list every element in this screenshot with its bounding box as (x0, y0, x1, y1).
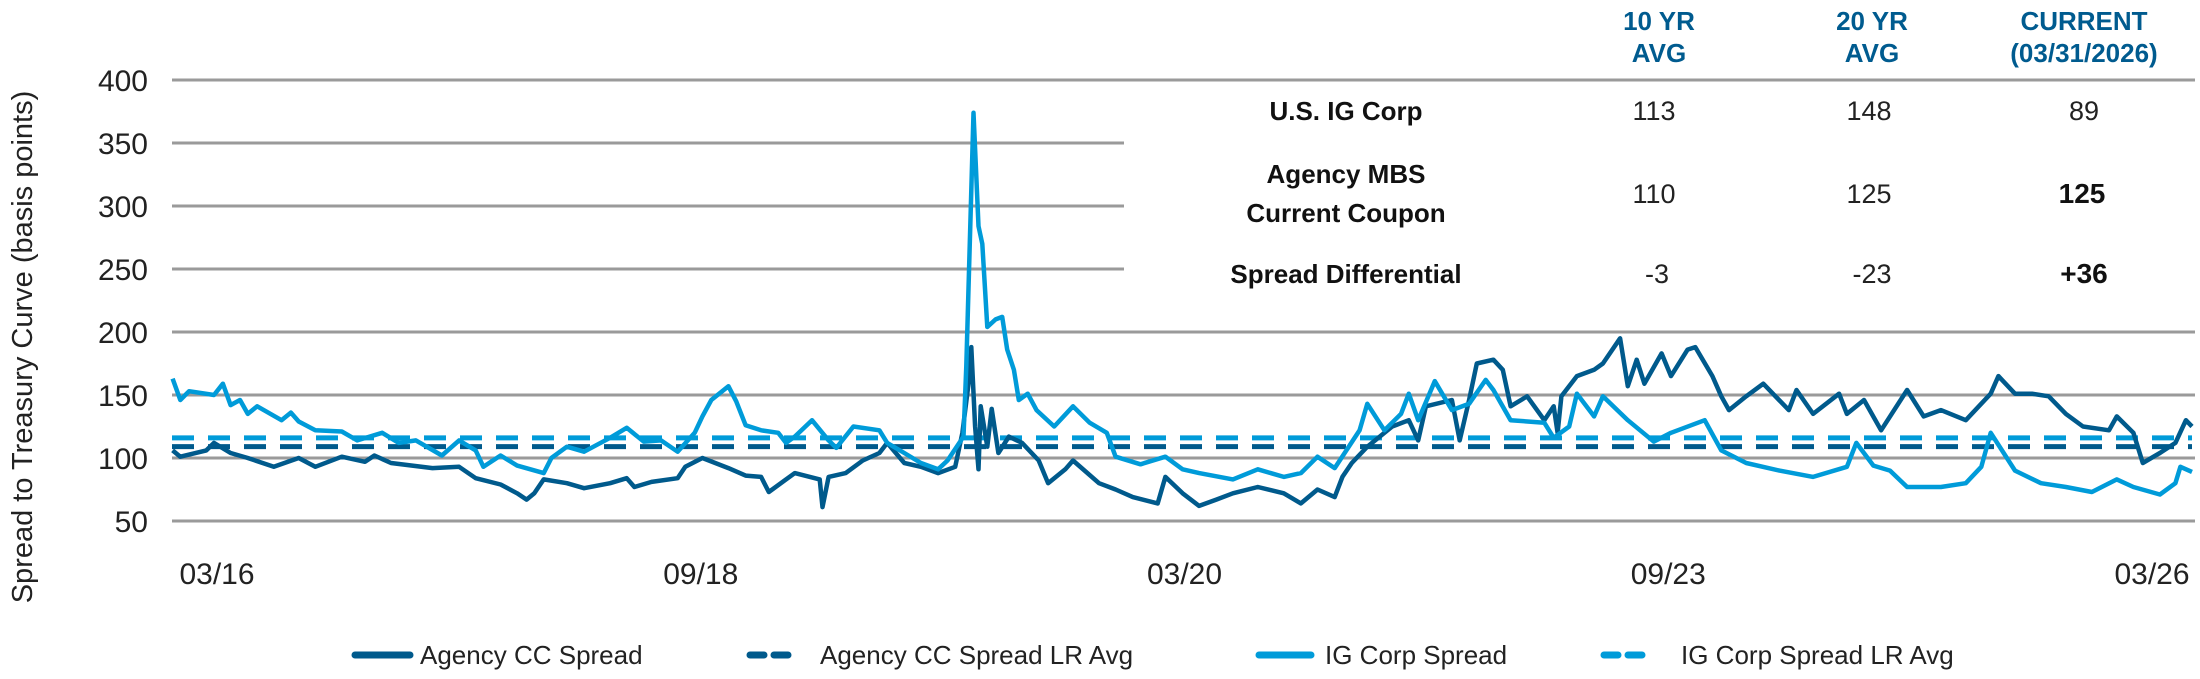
x-tick-label: 03/26 (2114, 558, 2189, 591)
y-tick-label: 150 (98, 380, 148, 413)
row-value-10yr: 113 (1632, 96, 1675, 126)
y-tick-label: 100 (98, 443, 148, 476)
table-header-current-line1: CURRENT (2020, 6, 2147, 36)
row-label-line1: Agency MBS (1267, 159, 1426, 189)
x-axis-ticks: 03/16 09/18 03/20 09/23 03/26 (179, 558, 2189, 591)
series-ig-corp-spread (170, 110, 2193, 497)
table-header-10yr-line1: 10 YR (1623, 6, 1695, 36)
row-label: U.S. IG Corp (1269, 96, 1422, 126)
legend-label: Agency CC Spread LR Avg (820, 640, 1133, 670)
legend-item-agency-cc-spread-lr-avg[interactable]: Agency CC Spread LR Avg (746, 640, 1133, 670)
summary-table: 10 YR AVG 20 YR AVG CURRENT (03/31/2026)… (1230, 6, 2157, 289)
table-header-current-line2: (03/31/2026) (2010, 38, 2157, 68)
legend-label: IG Corp Spread (1325, 640, 1507, 670)
legend-item-agency-cc-spread[interactable]: Agency CC Spread (351, 640, 643, 670)
x-tick-label: 09/18 (663, 558, 738, 591)
y-tick-label: 300 (98, 191, 148, 224)
gridlines (172, 78, 2195, 523)
row-value-current: 89 (2069, 96, 2099, 126)
legend: Agency CC Spread Agency CC Spread LR Avg… (351, 640, 1954, 670)
y-axis-ticks: 400 350 300 250 200 150 100 50 (98, 65, 148, 539)
legend-item-ig-corp-spread-lr-avg[interactable]: IG Corp Spread LR Avg (1600, 640, 1954, 670)
x-tick-label: 03/16 (179, 558, 254, 591)
legend-item-ig-corp-spread[interactable]: IG Corp Spread (1255, 640, 1507, 670)
row-value-10yr: -3 (1645, 259, 1669, 289)
y-tick-label: 250 (98, 254, 148, 287)
table-row-ig-corp: U.S. IG Corp 113 148 89 (1269, 96, 2099, 126)
row-value-10yr: 110 (1632, 179, 1675, 209)
table-header-20yr-line2: AVG (1845, 38, 1899, 68)
table-row-agency-mbs: Agency MBS Current Coupon 110 125 125 (1246, 159, 2105, 228)
row-label: Spread Differential (1230, 259, 1461, 289)
row-value-current: 125 (2059, 178, 2106, 209)
y-tick-label: 400 (98, 65, 148, 98)
row-value-20yr: 148 (1846, 96, 1891, 126)
y-tick-label: 50 (115, 506, 148, 539)
table-header-20yr-line1: 20 YR (1836, 6, 1908, 36)
legend-label: IG Corp Spread LR Avg (1681, 640, 1954, 670)
row-value-current: +36 (2060, 258, 2108, 289)
table-row-spread-differential: Spread Differential -3 -23 +36 (1230, 258, 2107, 289)
row-value-20yr: 125 (1846, 179, 1891, 209)
table-background (1126, 82, 2200, 330)
row-label-line2: Current Coupon (1246, 198, 1445, 228)
y-axis-title: Spread to Treasury Curve (basis points) (7, 91, 39, 604)
x-tick-label: 03/20 (1147, 558, 1222, 591)
series-lines (170, 110, 2194, 510)
table-header-10yr-line2: AVG (1632, 38, 1686, 68)
legend-label: Agency CC Spread (420, 640, 643, 670)
y-tick-label: 200 (98, 317, 148, 350)
x-tick-label: 09/23 (1631, 558, 1706, 591)
y-tick-label: 350 (98, 128, 148, 161)
row-value-20yr: -23 (1852, 259, 1891, 289)
series-agency-cc-spread (171, 336, 2194, 510)
